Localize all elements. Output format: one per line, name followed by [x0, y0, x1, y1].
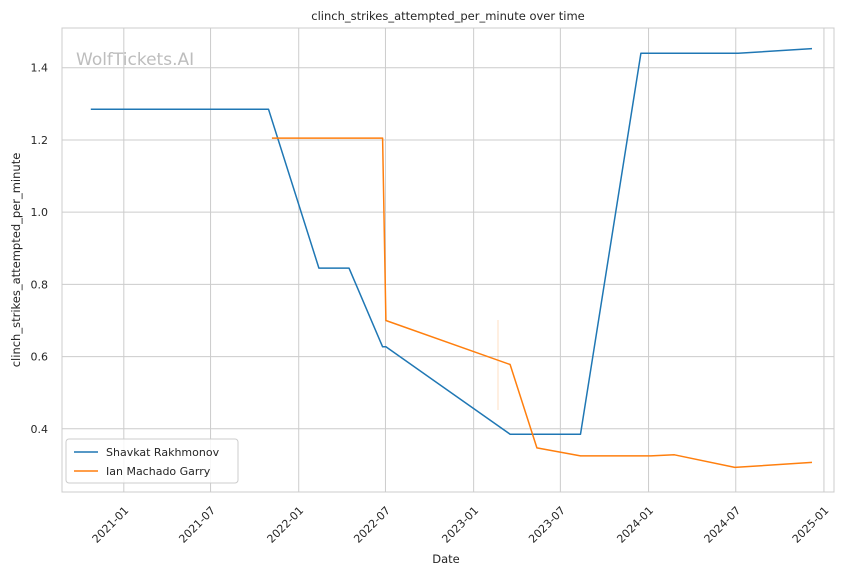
x-tick-labels: 2021-01 2021-07 2022-01 2022-07 2023-01 2023-…: [90, 504, 832, 546]
x-tick-label: 2021-01: [90, 504, 132, 546]
x-tick-label: 2025-01: [790, 504, 832, 546]
x-tick-label: 2021-07: [176, 504, 218, 546]
series-line-0: [90, 47, 813, 435]
y-tick-label: 1.4: [31, 62, 49, 75]
x-tick-label: 2024-01: [614, 504, 656, 546]
x-tick-label: 2022-07: [351, 504, 393, 546]
x-tick-label: 2022-01: [265, 504, 307, 546]
x-axis-label: Date: [432, 552, 460, 566]
x-tick-label: 2023-07: [526, 504, 568, 546]
plot-area: [61, 27, 835, 493]
series-lines: [90, 47, 813, 469]
y-tick-label: 0.6: [31, 351, 49, 364]
y-axis-label: clinch_strikes_attempted_per_minute: [9, 153, 23, 368]
legend-label-shavkat: Shavkat Rakhmonov: [106, 446, 220, 459]
legend-box: [65, 438, 239, 484]
x-tick-label: 2024-07: [702, 504, 744, 546]
y-tick-label: 1.2: [31, 134, 49, 147]
watermark: WolfTickets.AI: [76, 50, 194, 70]
legend: Shavkat Rakhmonov Ian Machado Garry: [65, 438, 239, 484]
chart-title: clinch_strikes_attempted_per_minute over…: [311, 9, 584, 23]
series-line-1: [271, 137, 813, 469]
grid: [62, 28, 834, 492]
y-tick-labels: 0.4 0.6 0.8 1.0 1.2 1.4: [31, 62, 49, 436]
legend-label-ian: Ian Machado Garry: [106, 465, 211, 478]
y-tick-label: 0.4: [31, 423, 49, 436]
y-tick-label: 1.0: [31, 206, 49, 219]
y-tick-label: 0.8: [31, 278, 49, 291]
x-tick-label: 2023-01: [439, 504, 481, 546]
